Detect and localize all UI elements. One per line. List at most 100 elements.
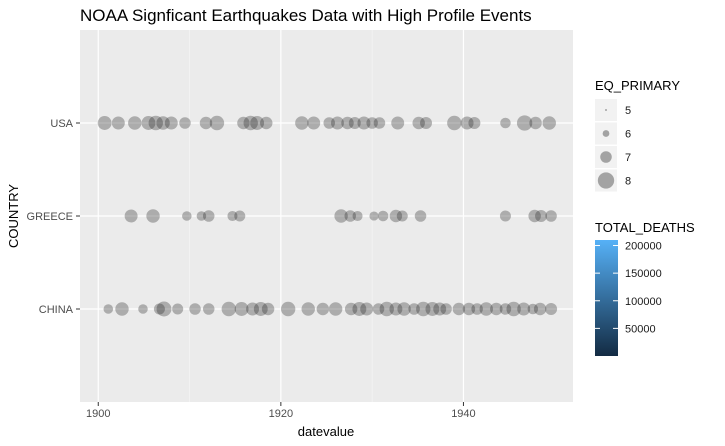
color-legend-title: TOTAL_DEATHS xyxy=(595,220,695,235)
data-point xyxy=(352,302,367,316)
data-point xyxy=(199,116,213,130)
data-point xyxy=(529,116,542,130)
color-legend: TOTAL_DEATHS 200000 150000 100000 50000 xyxy=(595,220,695,356)
data-point xyxy=(202,210,215,222)
y-axis-title: COUNTRY xyxy=(6,184,21,248)
data-point xyxy=(440,303,452,315)
color-legend-label: 50000 xyxy=(625,323,656,335)
data-point xyxy=(141,116,156,130)
data-point xyxy=(379,301,394,317)
data-point xyxy=(146,209,160,223)
data-point xyxy=(397,302,411,316)
data-point xyxy=(221,301,237,317)
data-point xyxy=(499,210,511,222)
data-point xyxy=(352,210,363,222)
data-point xyxy=(330,116,344,130)
data-point xyxy=(164,116,178,130)
size-legend: EQ_PRIMARY 5 6 7 8 xyxy=(595,78,680,192)
size-legend-key xyxy=(597,172,615,189)
data-point xyxy=(373,117,386,129)
data-point xyxy=(545,303,558,315)
data-point xyxy=(416,301,431,317)
data-point xyxy=(237,116,250,130)
data-point xyxy=(182,211,192,221)
data-point xyxy=(124,209,138,223)
size-legend-key xyxy=(600,151,612,163)
data-point xyxy=(500,117,511,129)
data-point xyxy=(209,115,225,131)
data-point xyxy=(202,303,215,315)
data-point xyxy=(344,210,356,222)
y-axis-ticks: CHINA GREECE USA xyxy=(27,118,80,316)
data-point xyxy=(253,302,268,316)
data-point xyxy=(323,117,335,129)
data-point xyxy=(261,302,275,316)
data-point xyxy=(295,116,309,130)
data-point xyxy=(535,210,548,222)
x-axis-ticks: 1900 1920 1940 xyxy=(86,402,476,420)
data-point xyxy=(172,303,184,315)
x-axis-title: datevalue xyxy=(298,424,354,439)
size-legend-label: 6 xyxy=(625,129,631,141)
data-point xyxy=(115,302,129,316)
data-point xyxy=(506,301,521,317)
size-legend-key xyxy=(605,109,607,111)
data-point xyxy=(408,303,420,315)
data-point xyxy=(369,211,379,221)
data-point xyxy=(156,116,170,130)
data-point xyxy=(412,116,425,130)
x-tick-label: 1900 xyxy=(86,408,110,420)
data-point xyxy=(372,303,385,315)
data-point xyxy=(357,116,371,130)
data-point xyxy=(479,302,493,316)
data-point xyxy=(366,117,378,129)
data-point xyxy=(396,210,408,222)
data-point xyxy=(156,301,172,317)
data-point xyxy=(260,116,273,130)
data-point xyxy=(490,302,503,316)
data-point xyxy=(452,302,466,316)
data-point xyxy=(148,115,163,131)
data-point xyxy=(301,302,315,316)
size-legend-key xyxy=(602,130,610,137)
data-point xyxy=(328,302,343,316)
data-point xyxy=(344,302,358,316)
data-point xyxy=(447,115,462,131)
data-point xyxy=(542,116,556,130)
data-points xyxy=(97,115,558,317)
data-point xyxy=(246,302,260,316)
data-point xyxy=(341,116,354,130)
x-tick-label: 1940 xyxy=(451,408,475,420)
data-point xyxy=(179,117,191,129)
data-point xyxy=(316,302,330,316)
color-legend-label: 200000 xyxy=(625,241,662,253)
data-point xyxy=(468,117,481,129)
chart-title: NOAA Signficant Earthquakes Data with Hi… xyxy=(80,6,532,25)
data-point xyxy=(250,116,265,130)
data-point xyxy=(471,303,483,315)
size-legend-keys: 5 6 7 8 xyxy=(595,99,631,192)
data-point xyxy=(391,116,405,130)
size-legend-label: 8 xyxy=(625,176,631,188)
data-point xyxy=(97,116,112,130)
y-tick-label: CHINA xyxy=(39,304,74,316)
data-point xyxy=(128,116,142,130)
data-point xyxy=(227,210,238,222)
data-point xyxy=(234,302,249,316)
x-tick-label: 1920 xyxy=(269,408,293,420)
data-point xyxy=(103,304,114,314)
y-tick-label: USA xyxy=(50,118,73,130)
data-point xyxy=(334,209,348,223)
data-point xyxy=(153,303,165,315)
data-point xyxy=(111,116,125,130)
data-point xyxy=(360,302,374,316)
data-point xyxy=(420,117,433,129)
data-point xyxy=(433,302,447,316)
color-legend-keys: 200000 150000 100000 50000 xyxy=(595,241,662,335)
data-point xyxy=(545,210,557,222)
data-point xyxy=(138,304,148,314)
data-point xyxy=(189,303,201,315)
size-legend-title: EQ_PRIMARY xyxy=(595,78,680,93)
data-point xyxy=(348,117,361,129)
